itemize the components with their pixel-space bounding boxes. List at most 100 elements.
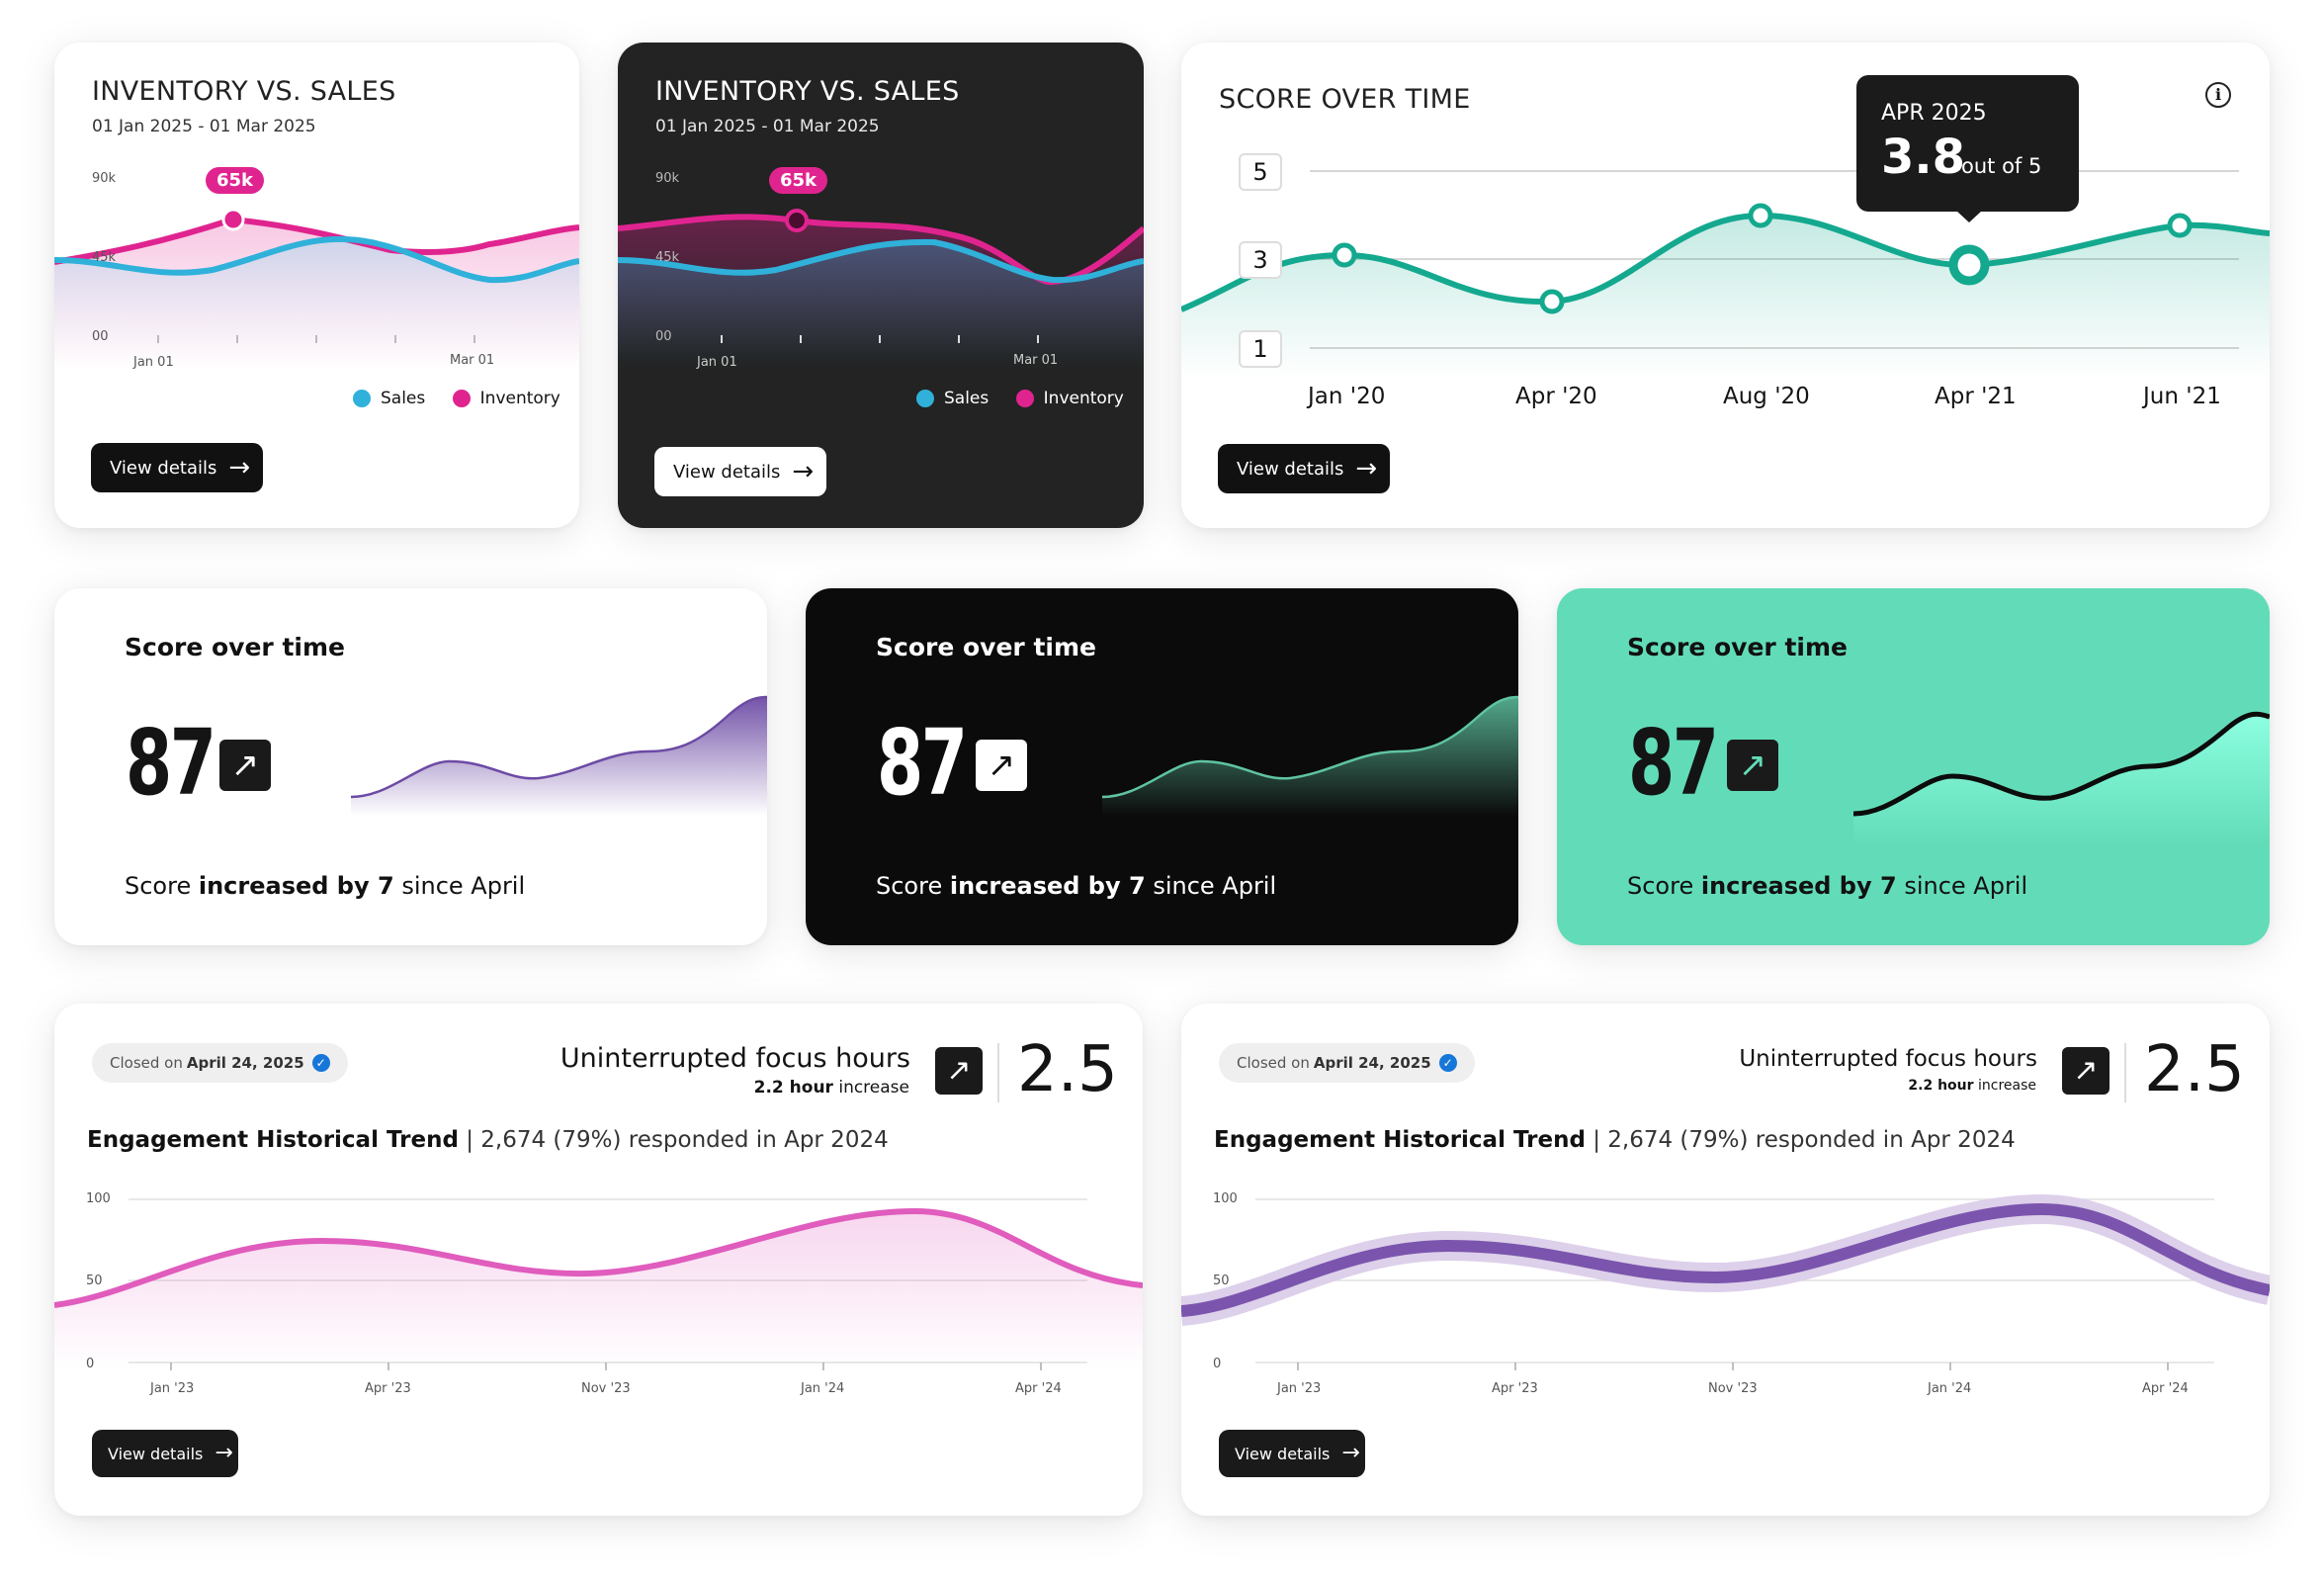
x-tick: Jan '20	[1308, 384, 1386, 409]
inventory-card-dark: INVENTORY VS. SALES 01 Jan 2025 - 01 Mar…	[618, 43, 1144, 528]
y-tick: 00	[92, 329, 109, 344]
legend-sales: Sales	[916, 389, 989, 408]
x-tick: Mar 01	[450, 353, 495, 368]
card-title: Score over time	[125, 633, 345, 661]
trend-heading: Engagement Historical Trend | 2,674 (79%…	[87, 1127, 889, 1153]
y-tick: 50	[86, 1274, 103, 1288]
arrow-right-icon: →	[1355, 454, 1378, 483]
y-tick: 0	[86, 1357, 95, 1371]
arrow-right-icon: →	[228, 453, 251, 483]
inventory-card-light: INVENTORY VS. SALES 01 Jan 2025 - 01 Mar…	[54, 43, 579, 528]
y-tick: 3	[1252, 246, 1268, 274]
arrow-right-icon: →	[1341, 1441, 1360, 1465]
card-title: INVENTORY VS. SALES	[655, 76, 960, 107]
arrow-right-icon: →	[792, 457, 815, 486]
metric-value: 2.5	[2144, 1033, 2245, 1106]
info-icon[interactable]: i	[2205, 82, 2231, 108]
verified-badge-icon: ✓	[1438, 1054, 1457, 1072]
card-title: Score over time	[876, 633, 1096, 661]
view-details-button[interactable]: View details →	[654, 447, 826, 496]
tooltip-suffix: out of 5	[1961, 154, 2042, 178]
sparkline-chart	[350, 695, 767, 816]
closed-date-pill: Closed on April 24, 2025 ✓	[92, 1043, 348, 1083]
y-tick-box: 5	[1239, 153, 1282, 191]
button-label: View details	[673, 461, 781, 483]
score-footnote: Score increased by 7 since April	[1627, 872, 2028, 900]
y-tick: 90k	[92, 171, 117, 186]
verified-badge-icon: ✓	[311, 1054, 330, 1072]
score-line-chart	[1181, 170, 2270, 379]
tooltip-value: 3.8	[1881, 130, 1966, 185]
card-title: Score over time	[1627, 633, 1848, 661]
y-tick: 5	[1252, 158, 1268, 186]
y-tick: 100	[86, 1191, 111, 1206]
score-value: 87	[1628, 710, 1719, 816]
y-tick: 1	[1252, 335, 1268, 363]
metric-value: 2.5	[1017, 1033, 1118, 1106]
date-range: 01 Jan 2025 - 01 Mar 2025	[92, 117, 316, 136]
x-tick: Jan '23	[150, 1381, 195, 1396]
engagement-card-pink: Closed on April 24, 2025 ✓ Uninterrupted …	[54, 1004, 1143, 1516]
x-tick: Apr '24	[1015, 1381, 1062, 1396]
score-card-mint: Score over time 87 ↗ Score increased by …	[1557, 588, 2270, 945]
button-label: View details	[108, 1444, 204, 1463]
view-details-button[interactable]: View details →	[91, 443, 263, 492]
score-card-light: Score over time 87 ↗ Score increased by …	[54, 588, 767, 945]
x-tick: Jan '23	[1277, 1381, 1322, 1396]
metric-title: Uninterrupted focus hours	[1739, 1046, 2037, 1072]
score-footnote: Score increased by 7 since April	[876, 872, 1277, 900]
engagement-card-purple: Closed on April 24, 2025 ✓ Uninterrupted …	[1181, 1004, 2270, 1516]
inventory-chart-dark	[618, 209, 1144, 369]
metric-sub: 2.2 hour increase	[753, 1078, 909, 1098]
card-title: SCORE OVER TIME	[1219, 84, 1471, 115]
arrow-up-right-icon: ↗	[219, 740, 271, 791]
y-tick: 50	[1213, 1274, 1230, 1288]
metric-title: Uninterrupted focus hours	[559, 1043, 910, 1074]
y-tick: 0	[1213, 1357, 1222, 1371]
x-tick: Apr '20	[1515, 384, 1597, 409]
x-tick: Apr '23	[365, 1381, 411, 1396]
engagement-chart	[54, 1198, 1143, 1370]
x-tick: Jun '21	[2143, 384, 2221, 409]
legend-inventory: Inventory	[1015, 389, 1124, 408]
legend-inventory: Inventory	[452, 389, 560, 408]
view-details-button[interactable]: View details →	[1219, 1430, 1365, 1477]
arrow-up-right-icon: ↗	[1727, 740, 1778, 791]
legend: Sales Inventory	[331, 389, 560, 412]
inventory-chart-light	[54, 208, 579, 369]
arrow-right-icon: →	[215, 1441, 233, 1465]
tooltip-date: APR 2025	[1881, 101, 1987, 126]
x-tick: Nov '23	[1708, 1381, 1758, 1396]
x-tick: Apr '24	[2142, 1381, 2189, 1396]
arrow-up-right-icon: ↗	[2062, 1047, 2109, 1095]
y-tick: 00	[655, 329, 672, 344]
divider	[997, 1043, 999, 1102]
metric-sub: 2.2 hour increase	[1908, 1078, 2036, 1094]
x-tick: Aug '20	[1723, 384, 1810, 409]
tooltip: APR 2025 3.8 out of 5	[1856, 75, 2079, 212]
button-label: View details	[1235, 1444, 1331, 1463]
engagement-chart	[1181, 1193, 2270, 1370]
legend-sales: Sales	[353, 389, 425, 408]
highlight-badge: 65k	[206, 167, 265, 194]
x-tick: Jan 01	[133, 355, 174, 370]
y-tick-box: 1	[1239, 330, 1282, 368]
arrow-up-right-icon: ↗	[976, 740, 1027, 791]
x-tick: Nov '23	[581, 1381, 631, 1396]
x-tick: Mar 01	[1013, 353, 1059, 368]
x-tick: Jan '24	[801, 1381, 845, 1396]
button-label: View details	[110, 457, 217, 479]
x-tick: Jan 01	[697, 355, 737, 370]
arrow-up-right-icon: ↗	[935, 1047, 983, 1095]
score-time-card: SCORE OVER TIME i 5 3 1 Jan '20 Apr '20 …	[1181, 43, 2270, 528]
date-range: 01 Jan 2025 - 01 Mar 2025	[655, 117, 880, 136]
score-footnote: Score increased by 7 since April	[125, 872, 526, 900]
legend: Sales Inventory	[895, 389, 1124, 412]
highlight-badge: 65k	[769, 167, 828, 194]
y-tick-box: 3	[1239, 241, 1282, 279]
trend-heading: Engagement Historical Trend | 2,674 (79%…	[1214, 1127, 2016, 1153]
button-label: View details	[1237, 458, 1344, 480]
score-value: 87	[877, 710, 968, 816]
view-details-button[interactable]: View details →	[1218, 444, 1390, 493]
view-details-button[interactable]: View details →	[92, 1430, 238, 1477]
